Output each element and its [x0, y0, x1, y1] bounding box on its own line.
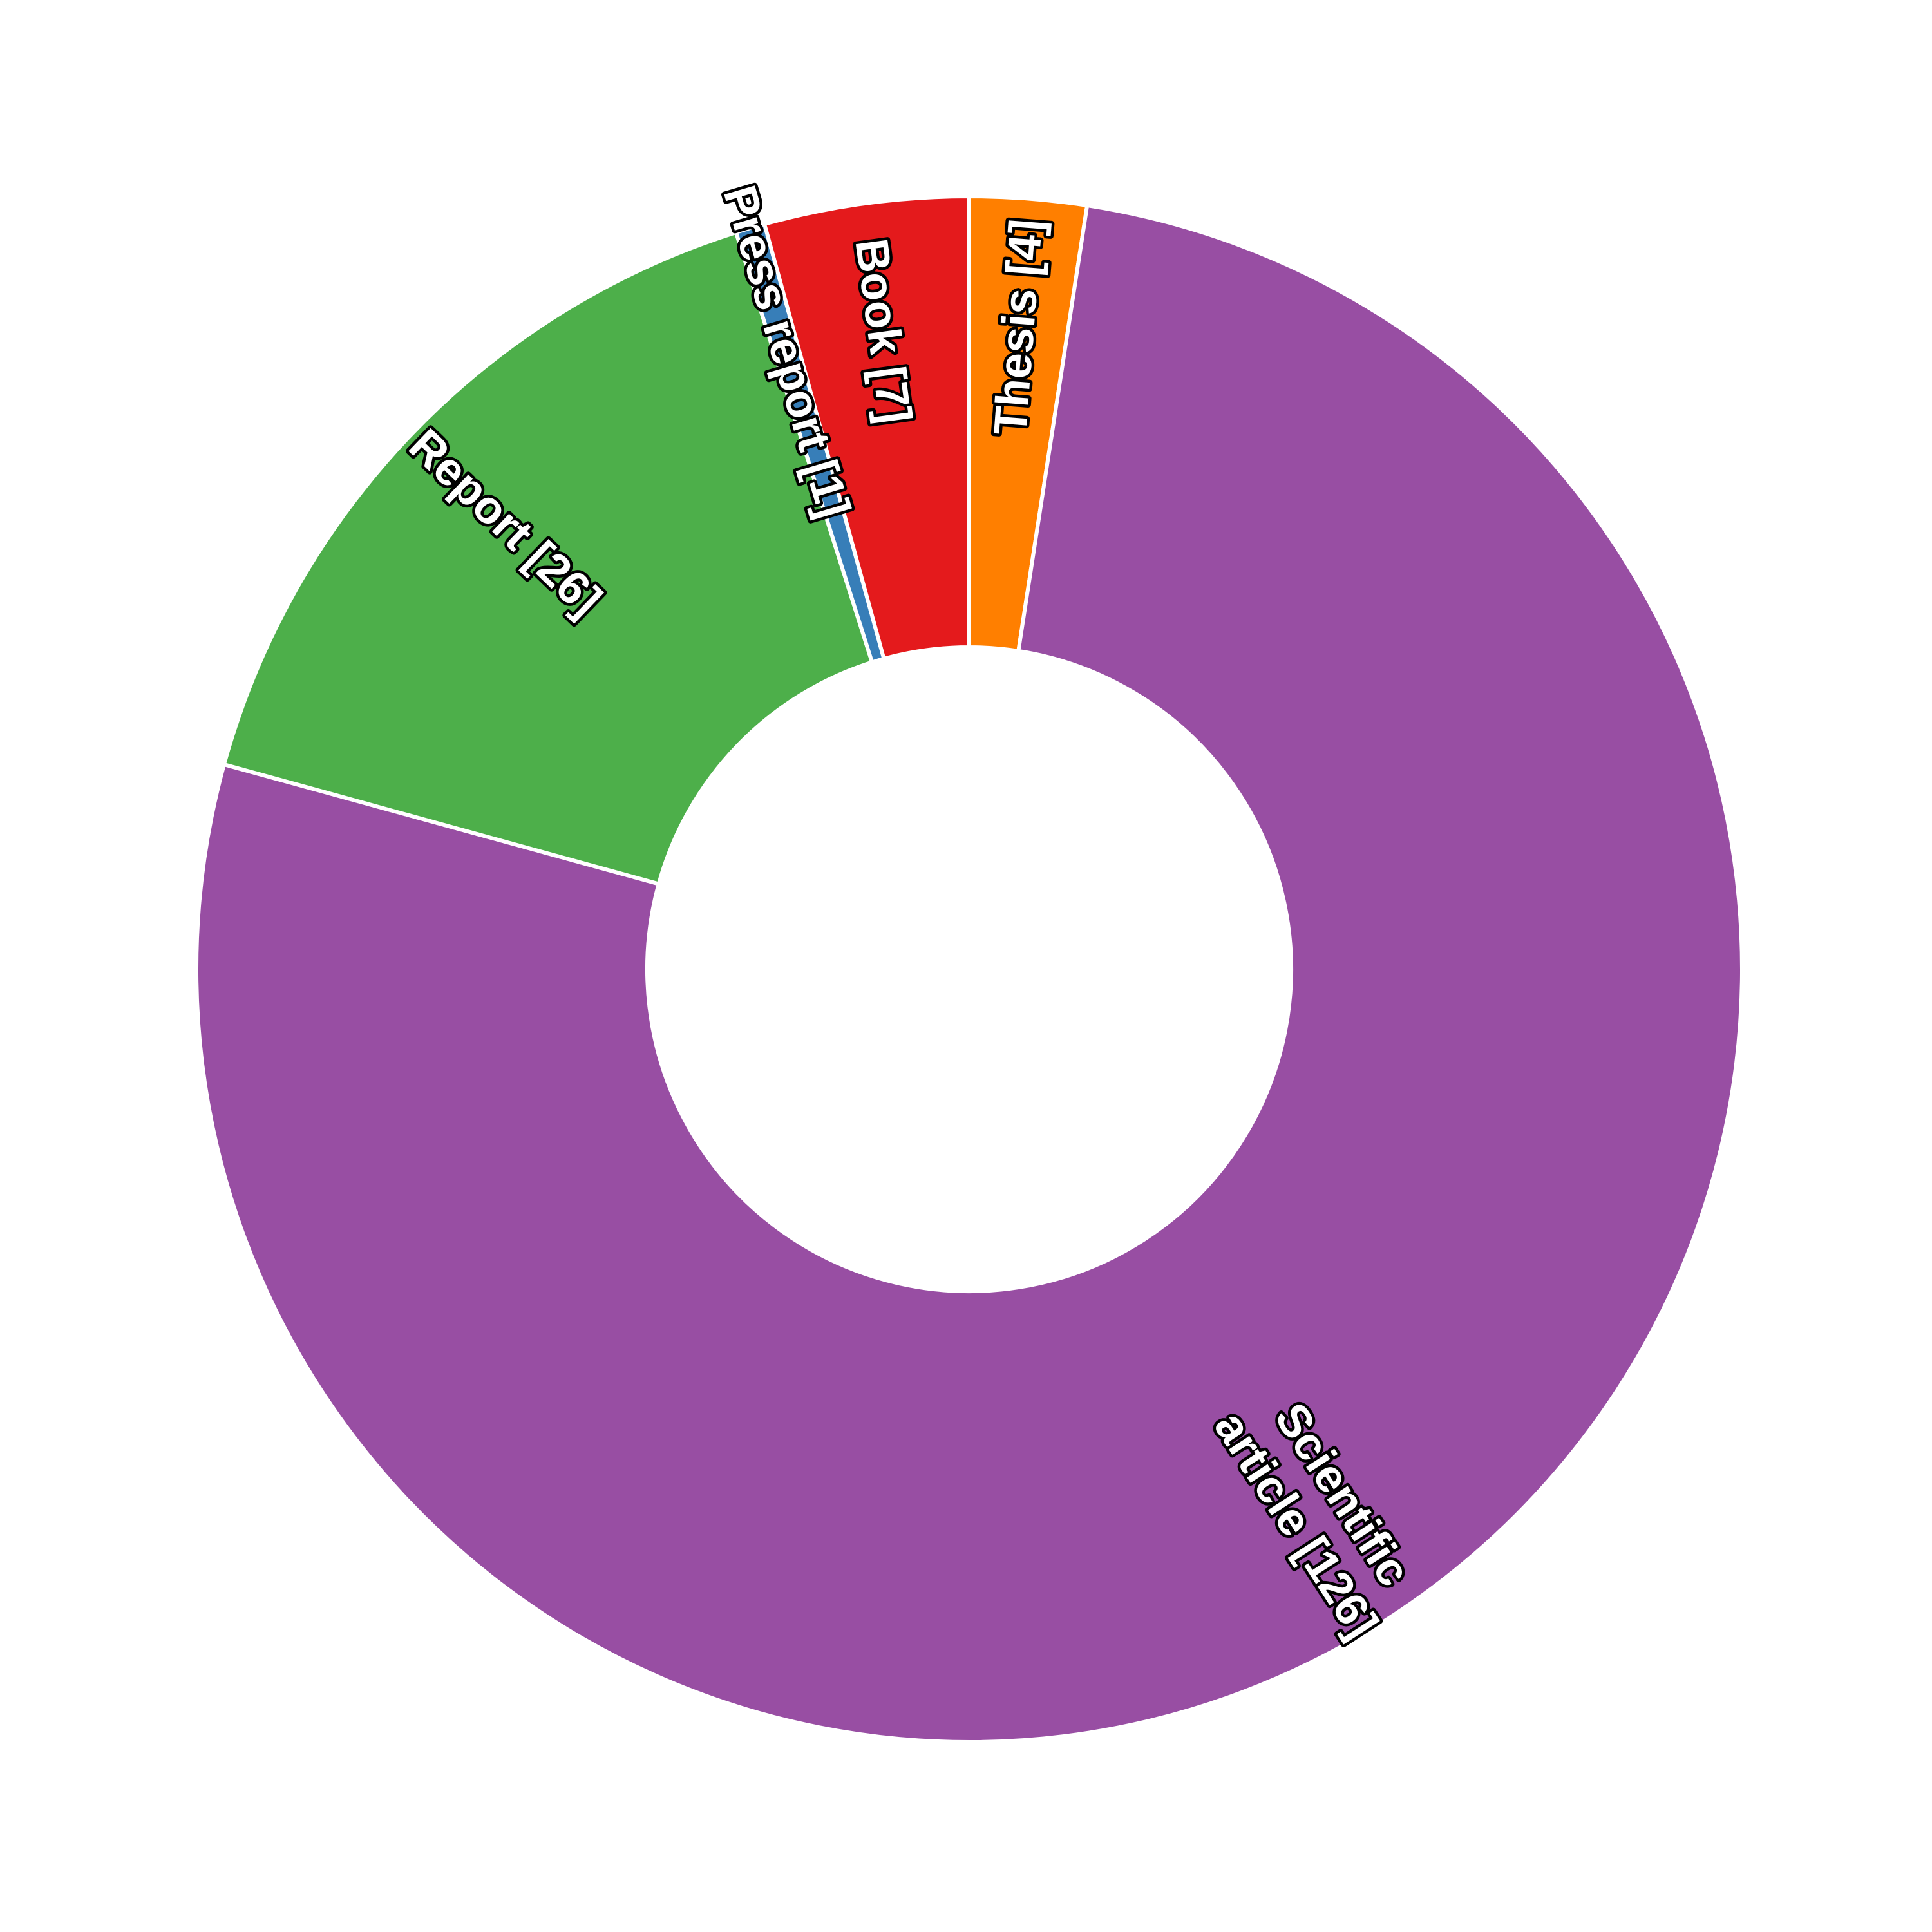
slice-scientific-article [194, 203, 1744, 1744]
slice-book [762, 194, 971, 661]
slice-group [194, 194, 1744, 1744]
slice-report [222, 230, 875, 887]
